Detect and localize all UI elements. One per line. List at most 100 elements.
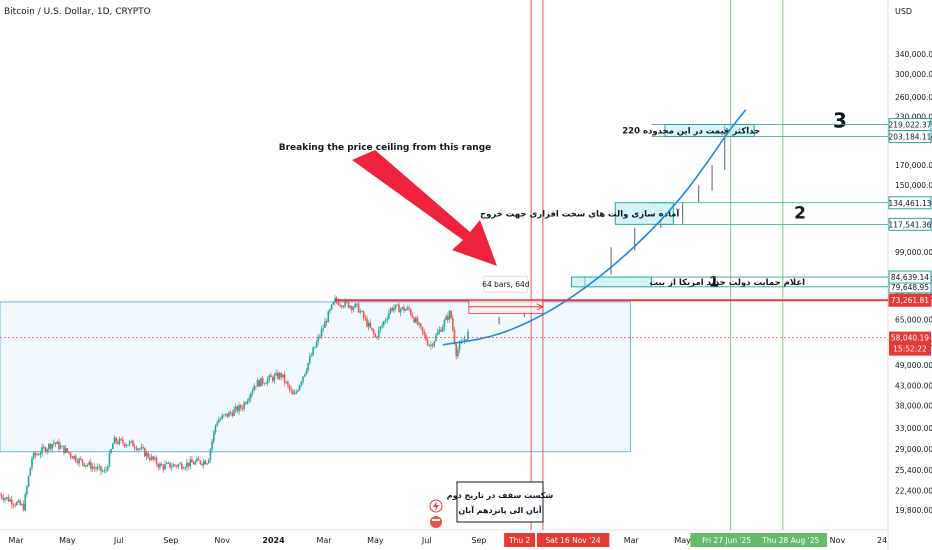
candle-body-219 [367,322,370,327]
candle-182 [305,368,308,376]
candle-body-91 [152,456,154,460]
candle-66 [110,448,112,454]
candle-body-215 [361,311,363,313]
candle-75 [125,443,128,449]
growth-curve [442,109,747,346]
candle-4 [5,496,8,501]
candle-body-250 [420,323,422,327]
candle-119 [199,460,202,466]
candle-body-36 [59,445,62,449]
candle-157 [263,382,266,386]
candle-183 [307,362,309,373]
candle-body-158 [265,383,267,385]
candle-217 [364,314,367,322]
candle-113 [189,456,192,470]
candle-body-31 [51,444,53,449]
candle-body-178 [298,385,301,391]
candle-body-66 [110,449,112,453]
candle-176 [295,389,298,395]
candle-43 [71,455,74,459]
candle-body-6 [9,499,11,502]
candle-body-49 [81,459,84,464]
candle-body-221 [371,327,373,330]
candle-body-27 [44,447,47,453]
candle-body-15 [24,494,27,511]
candle-body-52 [86,464,89,466]
candle-body-191 [320,329,323,337]
candle-174 [292,388,294,395]
candle-body-97 [162,465,165,470]
annotations-layer: 64 bars, 64d Breaking the price ceiling f… [279,143,553,528]
level-tag-3 [888,217,932,231]
candle-body-135 [226,413,229,417]
candle-body-56 [93,466,96,468]
candle-15 [24,492,27,512]
candle-198 [332,301,335,306]
candle-153 [256,377,259,387]
candle-278 [467,328,469,341]
candle-152 [255,386,257,390]
candle-body-60 [100,466,102,472]
x-tick-label-2: Jul [113,536,124,545]
candle-126 [211,439,213,453]
candle-body-95 [159,463,161,468]
range-box-layer [0,301,631,453]
candle-body-183 [307,363,309,371]
candle-body-3 [4,498,6,500]
candle-body-107 [179,463,181,465]
candle-body-276 [463,339,466,342]
zone-number-2: 2 [794,204,806,224]
candle-body-103 [172,464,175,467]
candle-162 [271,375,274,383]
candle-body-246 [413,317,415,323]
candle-177 [297,388,299,393]
candle-body-105 [175,465,178,467]
candle-233 [391,306,394,312]
y-axis: 340,000.00 300,000.00 260,000.00 230,000.00… [888,50,932,515]
candle-body-68 [113,437,116,444]
x-tick-label-11: Mar [624,536,640,545]
candle-body-176 [295,391,298,394]
candle-19 [31,455,33,471]
zone-text-1: اعلام حمایت دولت جدید امریکا از بیت [649,278,805,288]
candle-body-116 [194,461,197,465]
candle-body-259 [435,335,437,342]
measure-arrow-head [536,303,545,311]
candle-65 [108,450,111,468]
zone-number-3: 3 [833,109,847,133]
candle-body-174 [292,390,294,395]
candle-268 [450,310,452,320]
us-flag-icon [430,516,442,528]
candle-body-216 [362,311,365,318]
candle-242 [406,305,409,311]
candle-212 [356,303,358,308]
candle-267 [448,309,451,323]
us-flag-stripe-icon [432,519,440,521]
candle-270 [453,326,456,346]
candle-223 [374,333,377,338]
candle-body-28 [46,449,48,453]
candle-body-157 [263,383,266,385]
candle-204 [342,305,345,309]
candle-body-32 [53,442,55,445]
candle-27 [44,446,47,454]
candle-body-148 [248,398,250,401]
candle-23 [37,451,40,456]
candle-body-193 [324,321,326,328]
candle-52 [86,463,89,468]
candle-46 [76,458,79,466]
candle-body-17 [27,476,30,487]
candle-184 [308,352,311,365]
candle-body-166 [278,373,281,379]
candle-body-247 [415,317,417,323]
candle-76 [127,444,129,446]
candle-body-139 [233,409,235,417]
candle-body-124 [207,459,210,464]
candle-body-261 [438,329,441,333]
candle-276 [463,335,466,345]
candle-body-8 [12,504,15,506]
candle-210 [352,305,355,313]
candle-243 [408,304,410,312]
candle-72 [120,437,123,441]
